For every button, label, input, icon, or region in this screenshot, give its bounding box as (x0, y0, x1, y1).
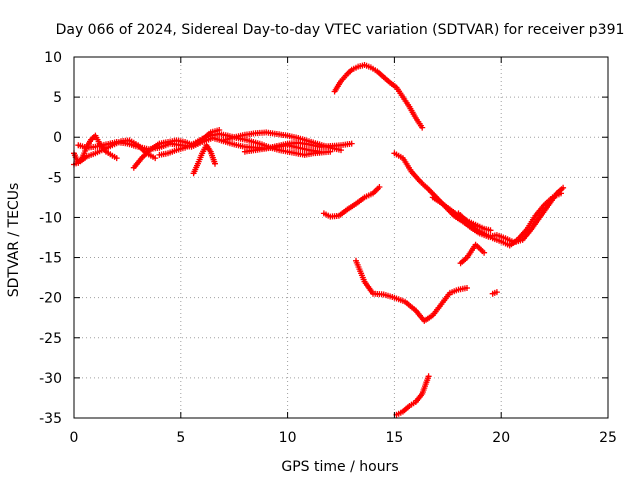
y-tick-label: -35 (39, 411, 62, 427)
series-arc-14 (457, 241, 488, 267)
data-point (558, 190, 564, 197)
data-point (481, 249, 488, 256)
series-arc-17 (393, 373, 432, 418)
data-point (560, 184, 567, 191)
series-arc-15 (353, 257, 470, 324)
data-point (487, 227, 494, 234)
data-point (419, 124, 426, 131)
y-tick-label: -10 (39, 210, 62, 226)
series-arc-10 (320, 184, 383, 220)
x-tick-label: 20 (492, 430, 510, 446)
series-track (393, 152, 565, 244)
data-point (152, 155, 159, 162)
series-arc-9 (331, 62, 426, 131)
series-arc-8 (241, 142, 323, 155)
y-tick-label: -30 (39, 371, 62, 387)
series-arc-6 (190, 142, 218, 177)
data-point (493, 289, 500, 296)
series-arc-16 (489, 289, 500, 297)
x-axis-label: GPS time / hours (281, 459, 398, 475)
data-point (212, 160, 218, 167)
x-tick-label: 25 (599, 430, 617, 446)
data-point (113, 155, 120, 162)
data-points (71, 62, 567, 418)
series-arc-13 (455, 190, 564, 249)
y-tick-label: 0 (53, 130, 62, 146)
chart-title: Day 066 of 2024, Sidereal Day-to-day VTE… (56, 22, 625, 38)
x-tick-label: 15 (385, 430, 403, 446)
grid-lines (74, 57, 608, 418)
x-tick-label: 0 (70, 430, 79, 446)
y-axis-label: SDTVAR / TECUs (6, 183, 22, 298)
y-tick-label: -25 (39, 331, 62, 347)
data-point (376, 184, 383, 190)
y-tick-label: 10 (44, 50, 62, 66)
axis-ticks: 0 5 10 15 20 25 10 5 0 -5 -10 -15 -20 -25 -30 -35 (39, 50, 617, 446)
data-point (348, 140, 355, 147)
data-point (316, 148, 323, 155)
y-tick-label: 5 (53, 90, 62, 106)
series-arc-7 (220, 129, 344, 154)
data-point (425, 373, 432, 380)
x-tick-label: 10 (279, 430, 297, 446)
y-tick-label: -15 (39, 251, 62, 267)
x-tick-label: 5 (176, 430, 185, 446)
plot-frame (73, 56, 609, 419)
data-point (464, 285, 470, 291)
data-point (338, 147, 344, 154)
y-tick-label: -20 (39, 291, 62, 307)
y-tick-label: -5 (48, 170, 62, 186)
